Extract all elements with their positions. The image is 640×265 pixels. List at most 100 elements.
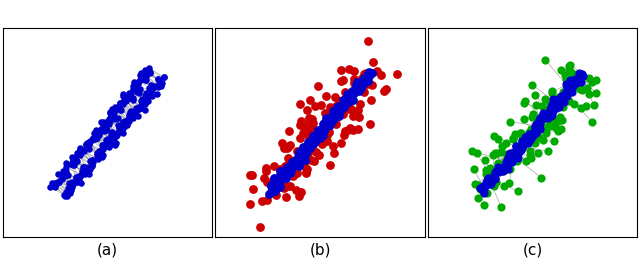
Point [325,123,335,127]
Point [268,189,278,193]
Point [97,143,108,147]
Point [499,184,509,188]
Point [360,80,370,85]
Point [76,173,86,177]
Point [334,113,344,118]
Point [132,107,143,111]
Point [363,74,373,78]
Point [329,151,339,155]
Point [120,123,131,127]
Point [105,115,115,120]
Point [286,164,296,168]
Point [339,100,349,104]
Point [303,116,314,120]
Point [515,131,525,135]
Point [296,119,306,123]
Point [367,83,377,87]
Point [266,183,276,187]
Point [490,177,500,182]
Point [295,151,305,155]
Point [497,166,507,170]
Point [262,180,273,185]
Point [323,110,333,114]
Point [129,80,139,84]
Point [261,166,271,170]
Point [296,190,306,194]
Point [570,77,580,81]
Point [475,186,485,190]
Point [332,113,342,117]
Point [506,156,516,160]
Point [517,145,527,150]
Point [45,184,56,189]
Point [247,173,257,178]
Point [334,106,344,111]
Point [115,101,125,105]
Point [79,149,90,153]
Point [344,101,355,105]
Point [91,128,101,132]
Point [330,112,340,116]
Point [58,169,68,173]
Point [532,122,542,126]
Point [53,172,63,176]
Point [295,158,305,162]
Point [512,144,522,149]
Point [591,91,601,95]
Point [115,101,125,105]
Point [110,143,120,147]
Point [86,160,97,164]
Point [111,132,121,136]
Point [126,108,136,113]
Point [87,158,97,162]
Point [570,81,580,86]
Point [134,105,145,109]
Point [324,119,335,123]
Point [136,106,146,111]
Point [133,91,143,95]
Point [504,160,515,164]
Point [144,93,154,97]
Point [67,182,77,186]
Point [145,70,155,74]
Point [556,94,566,98]
Point [98,147,108,151]
Point [109,117,120,121]
Point [269,175,280,180]
Point [490,171,500,175]
Point [67,155,77,159]
Point [513,155,523,160]
Point [295,102,305,106]
Point [325,114,335,119]
Point [259,176,269,180]
Point [279,173,289,177]
Point [100,128,110,132]
Point [531,131,541,135]
Point [294,157,304,161]
Point [530,93,540,97]
Point [584,92,595,96]
Point [349,81,359,85]
Point [561,82,571,86]
Point [548,97,558,101]
Point [282,170,292,174]
Point [547,89,557,93]
Point [576,105,586,110]
Point [95,130,105,134]
Point [147,94,157,99]
Point [131,111,141,116]
Point [551,98,561,103]
Point [141,74,151,78]
Point [154,79,164,83]
Point [120,118,130,123]
Point [101,122,111,126]
Point [524,130,534,135]
Point [72,151,82,156]
Point [536,175,547,180]
Point [288,164,298,168]
Point [67,180,77,184]
Point [271,179,281,184]
Point [354,87,364,91]
Point [119,122,129,126]
Point [137,77,147,81]
